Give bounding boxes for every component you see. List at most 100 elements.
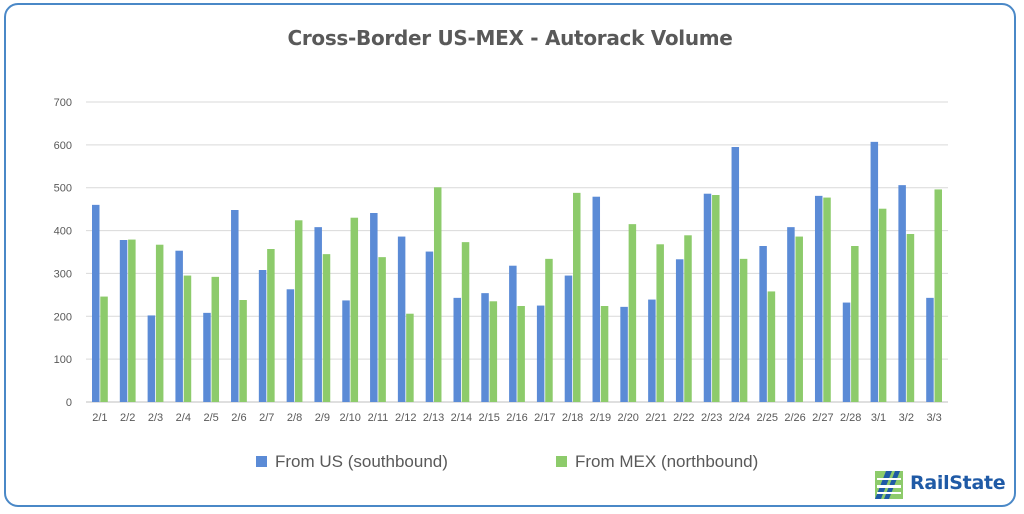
x-tick-label: 2/21 bbox=[645, 412, 666, 424]
x-tick-label: 3/1 bbox=[871, 412, 886, 424]
bar-from-us bbox=[870, 141, 879, 403]
chart-card bbox=[4, 3, 1016, 507]
x-tick-label: 2/15 bbox=[478, 412, 499, 424]
bar-from-us bbox=[453, 297, 461, 402]
y-tick-label: 400 bbox=[54, 226, 72, 238]
legend: From US (southbound) From MEX (northboun… bbox=[256, 452, 758, 471]
bar-from-us bbox=[342, 300, 350, 402]
x-tick-label: 2/3 bbox=[148, 412, 163, 424]
bar-from-mex bbox=[294, 220, 303, 402]
bar-from-mex bbox=[100, 296, 108, 402]
legend-label-us: From US (southbound) bbox=[275, 452, 448, 471]
railstate-logo: RailState bbox=[872, 468, 1012, 502]
bar-from-mex bbox=[851, 246, 859, 402]
x-tick-label: 2/24 bbox=[729, 412, 750, 424]
bar-from-mex bbox=[128, 239, 136, 402]
bar-from-mex bbox=[739, 258, 748, 402]
y-axis-ticks: 0 100 200 300 400 500 600 700 bbox=[54, 97, 72, 409]
x-tick-label: 2/26 bbox=[784, 412, 805, 424]
x-tick-label: 2/2 bbox=[120, 412, 135, 424]
x-tick-label: 2/8 bbox=[287, 412, 302, 424]
y-tick-label: 100 bbox=[54, 354, 72, 366]
x-tick-label: 2/7 bbox=[259, 412, 274, 424]
bar-from-us bbox=[231, 210, 239, 402]
legend-label-mex: From MEX (northbound) bbox=[575, 452, 758, 471]
legend-swatch-us bbox=[256, 456, 267, 467]
bar-from-mex bbox=[545, 258, 553, 402]
bar-from-us bbox=[147, 315, 156, 402]
x-tick-label: 2/17 bbox=[534, 412, 555, 424]
bar-from-us bbox=[675, 259, 684, 402]
bar-from-us bbox=[648, 299, 656, 402]
bar-from-mex bbox=[934, 189, 942, 402]
bar-from-mex bbox=[684, 235, 692, 402]
bar-from-us bbox=[314, 227, 322, 402]
bar-from-mex bbox=[767, 291, 776, 402]
bar-from-mex bbox=[656, 244, 664, 402]
bar-from-mex bbox=[628, 224, 637, 402]
bar-from-us bbox=[731, 147, 740, 402]
x-tick-label: 2/13 bbox=[423, 412, 444, 424]
brand-name: RailState bbox=[910, 472, 1006, 494]
x-tick-label: 2/18 bbox=[562, 412, 583, 424]
bar-from-us bbox=[787, 227, 795, 402]
x-tick-label: 2/23 bbox=[701, 412, 722, 424]
bar-from-mex bbox=[712, 195, 720, 402]
x-tick-label: 3/2 bbox=[899, 412, 914, 424]
bar-from-us bbox=[258, 270, 267, 402]
bar-from-us bbox=[92, 204, 100, 402]
bar-from-mex bbox=[378, 257, 386, 402]
x-tick-label: 2/9 bbox=[315, 412, 330, 424]
bar-from-mex bbox=[461, 242, 470, 402]
railstate-logo-icon bbox=[875, 471, 903, 499]
x-tick-label: 2/22 bbox=[673, 412, 694, 424]
bar-from-us bbox=[481, 293, 489, 402]
bar-from-mex bbox=[823, 197, 831, 402]
x-tick-label: 2/4 bbox=[176, 412, 191, 424]
bar-from-mex bbox=[573, 192, 581, 402]
x-tick-label: 2/10 bbox=[339, 412, 360, 424]
bar-from-us bbox=[592, 196, 601, 402]
y-tick-label: 0 bbox=[66, 397, 72, 409]
x-tick-label: 2/16 bbox=[506, 412, 527, 424]
x-tick-label: 3/3 bbox=[926, 412, 941, 424]
bar-from-us bbox=[397, 236, 406, 402]
bars bbox=[92, 141, 942, 403]
x-tick-label: 2/1 bbox=[92, 412, 107, 424]
y-tick-label: 700 bbox=[54, 97, 72, 109]
x-tick-label: 2/25 bbox=[757, 412, 778, 424]
chart-title: Cross-Border US-MEX - Autorack Volume bbox=[287, 26, 733, 50]
bar-from-mex bbox=[155, 244, 164, 402]
x-tick-label: 2/14 bbox=[451, 412, 472, 424]
bar-from-mex bbox=[322, 254, 331, 402]
bar-from-mex bbox=[878, 208, 887, 402]
bar-from-mex bbox=[600, 306, 609, 402]
bar-from-us bbox=[842, 302, 851, 402]
y-tick-label: 300 bbox=[54, 268, 72, 280]
y-tick-label: 200 bbox=[54, 311, 72, 323]
legend-swatch-mex bbox=[556, 456, 567, 467]
bar-from-us bbox=[425, 251, 434, 402]
x-axis-ticks: 2/1 2/2 2/3 2/4 2/5 2/6 2/7 2/8 2/9 2/10 2/11 2/12 2… bbox=[92, 412, 941, 424]
bar-from-us bbox=[926, 297, 934, 402]
bar-from-mex bbox=[489, 301, 498, 402]
bar-from-us bbox=[898, 185, 906, 402]
x-tick-label: 2/28 bbox=[840, 412, 861, 424]
bar-from-mex bbox=[239, 300, 247, 402]
bar-from-us bbox=[203, 312, 211, 402]
bar-from-us bbox=[509, 265, 517, 402]
bar-from-us bbox=[536, 305, 545, 402]
bar-from-us bbox=[564, 275, 573, 402]
bar-from-us bbox=[286, 289, 295, 402]
y-tick-label: 600 bbox=[54, 140, 72, 152]
gridlines bbox=[86, 101, 948, 403]
bar-from-mex bbox=[795, 236, 803, 402]
bar-from-us bbox=[814, 195, 823, 402]
bar-from-mex bbox=[517, 306, 525, 402]
x-tick-label: 2/19 bbox=[590, 412, 611, 424]
x-tick-label: 2/12 bbox=[395, 412, 416, 424]
bar-from-us bbox=[370, 213, 378, 402]
bar-from-us bbox=[759, 246, 767, 402]
y-tick-label: 500 bbox=[54, 183, 72, 195]
